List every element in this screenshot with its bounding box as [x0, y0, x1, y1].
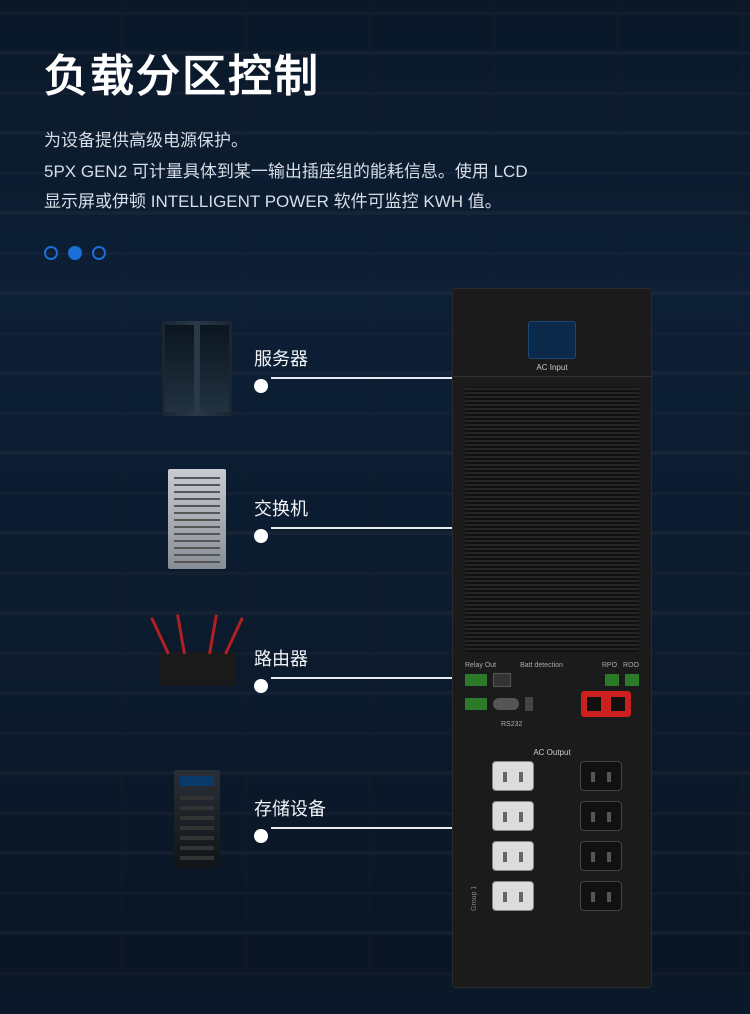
- device-label-storage: 存储设备: [254, 795, 326, 821]
- device-label-router: 路由器: [254, 645, 308, 671]
- page-description: 为设备提供高级电源保护。 5PX GEN2 可计量具体到某一输出插座组的能耗信息…: [44, 126, 604, 218]
- roo-terminal-icon: [625, 674, 639, 686]
- device-column: 服务器 交换机 路由器: [152, 294, 326, 894]
- outlet-icon: [492, 881, 534, 911]
- usb-port-icon: [525, 697, 533, 711]
- terminal-icon: [465, 698, 487, 710]
- battery-connector-icon: [581, 691, 631, 717]
- relay-out-label: Relay Out: [465, 662, 496, 669]
- group1-label: Group 1: [471, 761, 478, 911]
- batt-detection-label: Batt detection: [520, 662, 563, 669]
- desc-line-3: 显示屏或伊顿 INTELLIGENT POWER 软件可监控 KWH 值。: [44, 187, 604, 218]
- ac-output-label: AC Output: [453, 748, 651, 757]
- router-icon: [152, 614, 242, 724]
- outlet-group-1: [492, 761, 534, 911]
- ups-ac-input-section: AC Input: [453, 289, 651, 377]
- ac-input-label: AC Input: [536, 363, 567, 372]
- page-title: 负载分区控制: [44, 40, 706, 104]
- connection-node: [254, 379, 268, 393]
- outlet-icon: [580, 761, 622, 791]
- server-icon: [152, 314, 242, 424]
- connection-node: [254, 829, 268, 843]
- device-switch: 交换机: [152, 444, 326, 594]
- ups-comm-ports: Relay Out Batt detection RPO ROO: [465, 662, 639, 740]
- device-router: 路由器: [152, 594, 326, 744]
- carousel-dot-0[interactable]: [44, 246, 58, 260]
- ups-ventilation-grill: [465, 387, 639, 652]
- outlet-icon: [492, 841, 534, 871]
- rj45-port-icon: [493, 673, 511, 687]
- desc-line-2: 5PX GEN2 可计量具体到某一输出插座组的能耗信息。使用 LCD: [44, 157, 604, 188]
- rpo-terminal-icon: [605, 674, 619, 686]
- outlet-icon: [580, 881, 622, 911]
- connection-node: [254, 529, 268, 543]
- switch-icon: [152, 464, 242, 574]
- desc-line-1: 为设备提供高级电源保护。: [44, 126, 604, 157]
- ups-rear-panel: AC Input Relay Out Batt detection RPO RO…: [452, 288, 652, 988]
- device-storage: 存储设备: [152, 744, 326, 894]
- rs232-port-icon: [493, 698, 519, 710]
- roo-label: ROO: [623, 662, 639, 669]
- device-label-server: 服务器: [254, 345, 308, 371]
- storage-icon: [152, 764, 242, 874]
- outlet-icon: [492, 801, 534, 831]
- ac-input-socket-icon: [528, 321, 576, 359]
- outlet-icon: [580, 841, 622, 871]
- carousel-dots: [44, 246, 706, 260]
- load-segment-diagram: 服务器 交换机 路由器: [44, 294, 706, 1014]
- outlet-icon: [492, 761, 534, 791]
- carousel-dot-2[interactable]: [92, 246, 106, 260]
- device-label-switch: 交换机: [254, 495, 308, 521]
- rs232-label: RS232: [501, 721, 522, 728]
- ups-outlets: Group 1: [471, 761, 633, 911]
- outlet-group-2: [580, 761, 622, 911]
- connection-node: [254, 679, 268, 693]
- carousel-dot-1[interactable]: [68, 246, 82, 260]
- outlet-icon: [580, 801, 622, 831]
- relay-terminal-icon: [465, 674, 487, 686]
- device-server: 服务器: [152, 294, 326, 444]
- rpo-label: RPO: [602, 662, 617, 669]
